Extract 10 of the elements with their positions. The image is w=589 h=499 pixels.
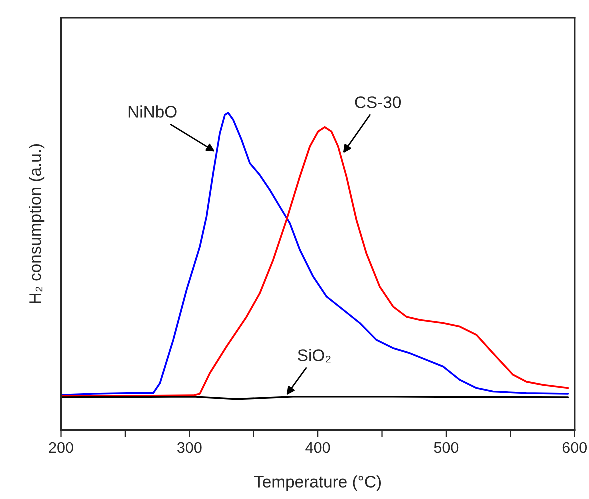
x-tick-label: 200	[49, 442, 74, 454]
annotation: SiO₂	[298, 349, 331, 363]
annotation: CS-30	[355, 96, 402, 108]
x-tick-label: 400	[306, 442, 330, 454]
x-tick-label: 300	[177, 442, 202, 454]
x-tick-label: 600	[562, 442, 588, 454]
x-axis-title: Temperature (°C)	[254, 476, 382, 492]
y-axis-title: H₂ consumption (a.u.)	[29, 144, 45, 304]
annotation: NiNbO	[128, 106, 177, 118]
x-tick-label: 500	[434, 442, 459, 454]
